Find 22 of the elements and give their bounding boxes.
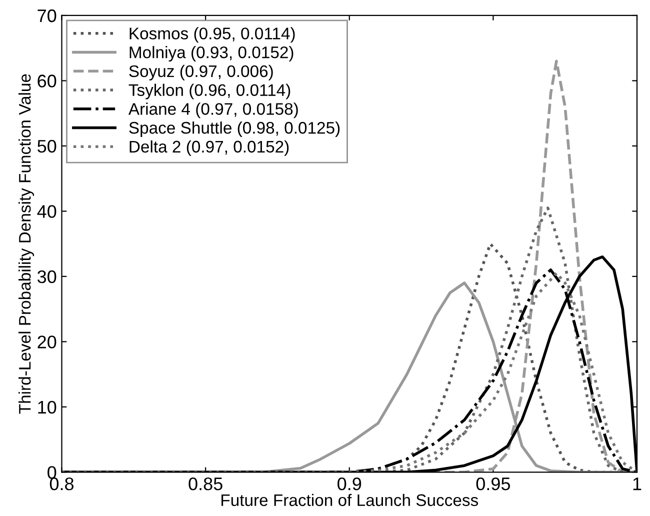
y-axis-title: Third-Level Probability Density Function Value xyxy=(18,74,34,414)
y-tick-label: 60 xyxy=(38,74,56,88)
x-tick-label: 1 xyxy=(633,478,642,490)
x-tick-label: 0.8 xyxy=(50,477,74,490)
y-tick-label: 0 xyxy=(48,466,56,479)
legend-label: Molniya (0.93, 0.0152) xyxy=(130,46,294,62)
y-tick-label: 40 xyxy=(37,205,56,218)
y-tick-label: 30 xyxy=(37,270,56,284)
y-tick-label: 50 xyxy=(38,140,56,153)
legend-label: Tsyklon (0.96, 0.0114) xyxy=(128,84,290,100)
y-tick-label: 70 xyxy=(38,9,56,22)
x-tick-label: 0.95 xyxy=(476,477,510,490)
legend-label: Space Shuttle (0.98, 0.0125) xyxy=(129,121,340,138)
legend-label: Kosmos (0.95, 0.0114) xyxy=(130,27,295,43)
y-tick-label: 20 xyxy=(38,336,56,348)
x-tick-label: 0.9 xyxy=(338,477,362,490)
x-tick-label: 0.85 xyxy=(188,477,222,490)
legend-label: Soyuz (0.97, 0.006) xyxy=(129,64,273,80)
x-axis-title: Future Fraction of Launch Success xyxy=(222,494,478,506)
legend-label: Delta 2 (0.97, 0.0152) xyxy=(130,140,289,156)
y-tick-label: 10 xyxy=(38,400,56,414)
legend-label: Ariane 4 (0.97, 0.0158) xyxy=(128,102,298,118)
